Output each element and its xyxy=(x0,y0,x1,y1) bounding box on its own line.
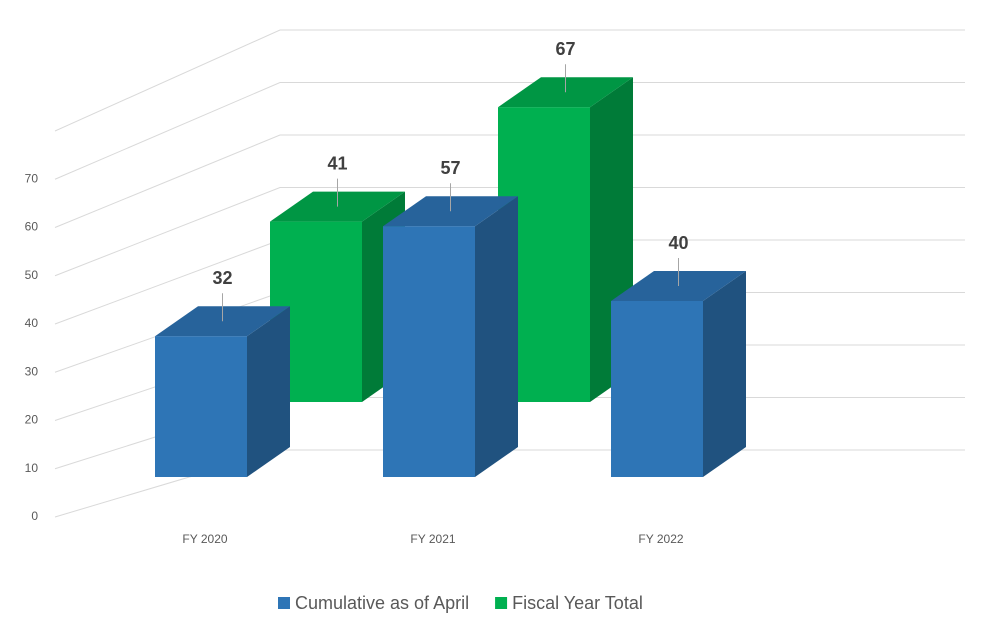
legend-label: Fiscal Year Total xyxy=(512,593,643,613)
x-tick-label: FY 2022 xyxy=(638,532,683,546)
bar-front xyxy=(155,336,247,477)
bar xyxy=(611,271,746,477)
x-tick-label: FY 2020 xyxy=(182,532,227,546)
legend-label: Cumulative as of April xyxy=(295,593,469,613)
y-tick-label: 20 xyxy=(25,413,39,427)
legend-swatch xyxy=(495,597,508,609)
y-tick-label: 70 xyxy=(25,171,39,185)
y-tick-label: 60 xyxy=(25,220,39,234)
grid-line xyxy=(54,134,965,228)
bar-side xyxy=(247,306,290,477)
x-tick-label: FY 2021 xyxy=(410,532,455,546)
legend-swatch xyxy=(278,597,290,609)
data-label: 40 xyxy=(668,233,688,253)
grid-line xyxy=(54,82,965,180)
data-label: 67 xyxy=(555,39,575,59)
y-tick-label: 40 xyxy=(25,316,39,330)
grid-line xyxy=(54,187,965,277)
bar-side xyxy=(703,271,746,477)
y-tick-label: 0 xyxy=(31,509,38,523)
data-label: 57 xyxy=(440,158,460,178)
data-label: 32 xyxy=(212,268,232,288)
grid-line xyxy=(54,29,965,132)
y-tick-label: 30 xyxy=(25,364,39,378)
bar xyxy=(383,196,518,477)
bar-side xyxy=(475,196,518,477)
y-tick-label: 50 xyxy=(25,268,39,282)
y-tick-label: 10 xyxy=(25,461,39,475)
bar xyxy=(155,306,290,477)
data-label: 41 xyxy=(327,153,347,173)
bar-front xyxy=(611,301,703,477)
bar-front xyxy=(383,226,475,477)
